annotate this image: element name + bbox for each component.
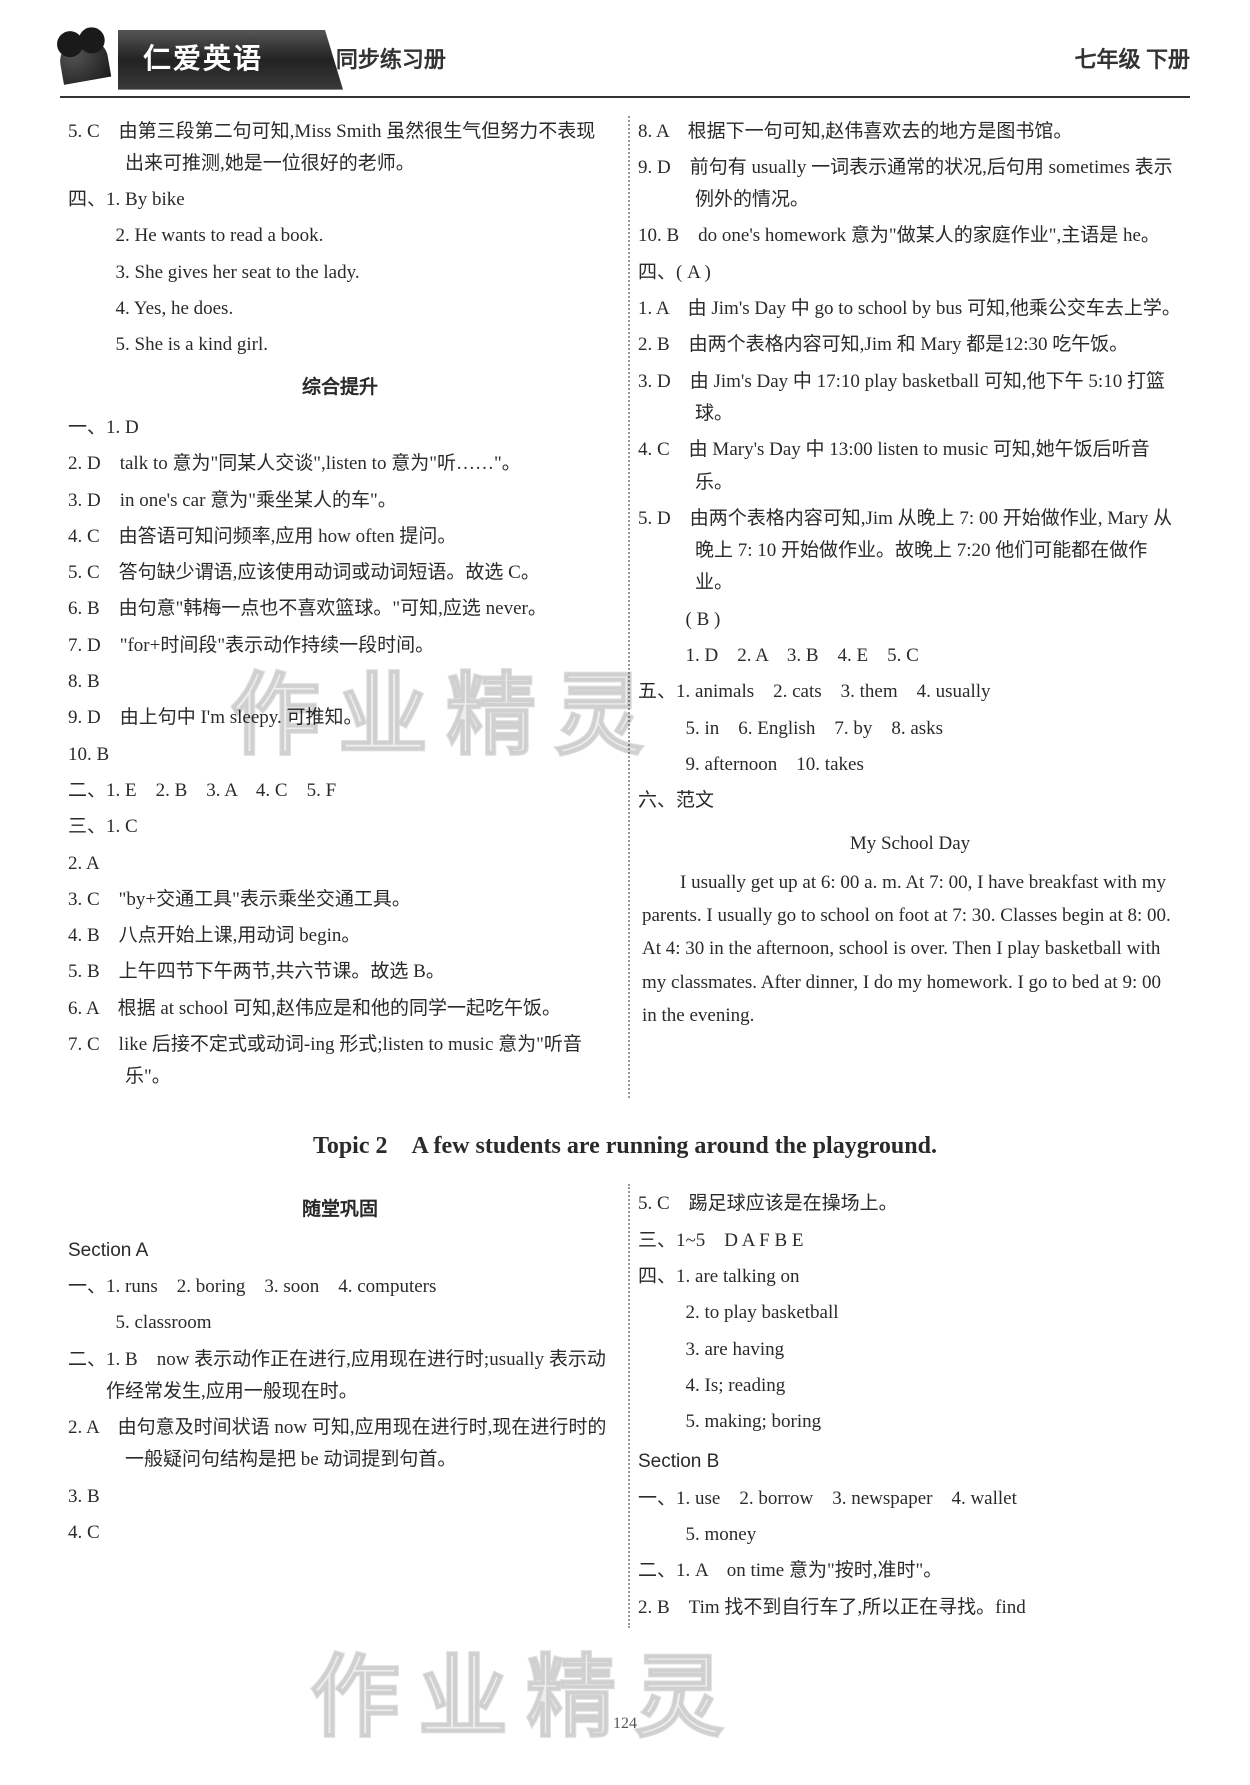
answer-item: 3. are having bbox=[638, 1334, 1182, 1366]
answer-item: 5. She is a kind girl. bbox=[68, 329, 612, 361]
answer-item: 4. C 由答语可知问频率,应用 how often 提问。 bbox=[68, 521, 612, 553]
sa-three: 三、1~5 D A F B E bbox=[638, 1225, 1182, 1257]
answer-item: 2. to play basketball bbox=[638, 1297, 1182, 1329]
sa-two-1: 二、1. B now 表示动作正在进行,应用现在进行时;usually 表示动作… bbox=[68, 1344, 612, 1409]
grade-label: 七年级 下册 bbox=[1074, 41, 1190, 78]
section-five-1: 五、1. animals 2. cats 3. them 4. usually bbox=[638, 676, 1182, 708]
answer-item: 5. D 由两个表格内容可知,Jim 从晚上 7: 00 开始做作业, Mary… bbox=[638, 503, 1182, 600]
answer-item: 2. A bbox=[68, 848, 612, 880]
section-b-label: ( B ) bbox=[638, 604, 1182, 636]
left-column: 5. C 由第三段第二句可知,Miss Smith 虽然很生气但努力不表现出来可… bbox=[60, 116, 620, 1098]
answer-item: 7. D "for+时间段"表示动作持续一段时间。 bbox=[68, 630, 612, 662]
section-one-1: 一、1. D bbox=[68, 412, 612, 444]
answer-item: 9. D 由上句中 I'm sleepy. 可推知。 bbox=[68, 702, 612, 734]
answer-item: 3. D 由 Jim's Day 中 17:10 play basketball… bbox=[638, 366, 1182, 431]
section-three-1: 三、1. C bbox=[68, 811, 612, 843]
answer-item: 5. B 上午四节下午两节,共六节课。故选 B。 bbox=[68, 956, 612, 988]
answer-item: 5. C 答句缺少谓语,应该使用动词或动词短语。故选 C。 bbox=[68, 557, 612, 589]
heart-logo-icon bbox=[57, 35, 112, 85]
answer-item: 5. C 由第三段第二句可知,Miss Smith 虽然很生气但努力不表现出来可… bbox=[68, 116, 612, 181]
answer-item: 3. She gives her seat to the lady. bbox=[68, 257, 612, 289]
section-six: 六、范文 bbox=[638, 785, 1182, 817]
answer-item: 10. B bbox=[68, 739, 612, 771]
book-subtitle: · 同步练习册 bbox=[323, 41, 446, 78]
answer-item: 1. A 由 Jim's Day 中 go to school by bus 可… bbox=[638, 293, 1182, 325]
header-left: 仁爱英语 · 同步练习册 bbox=[60, 30, 446, 90]
main-columns: 5. C 由第三段第二句可知,Miss Smith 虽然很生气但努力不表现出来可… bbox=[60, 116, 1190, 1098]
answer-item: 5. money bbox=[638, 1519, 1182, 1551]
bottom-left-column: 随堂巩固 Section A 一、1. runs 2. boring 3. so… bbox=[60, 1184, 620, 1628]
topic-2-heading: Topic 2 A few students are running aroun… bbox=[60, 1126, 1190, 1167]
page-header: 仁爱英语 · 同步练习册 七年级 下册 bbox=[60, 30, 1190, 98]
answer-item: 9. D 前句有 usually 一词表示通常的状况,后句用 sometimes… bbox=[638, 152, 1182, 217]
answer-item: 4. B 八点开始上课,用动词 begin。 bbox=[68, 920, 612, 952]
answer-item: 5. making; boring bbox=[638, 1406, 1182, 1438]
answer-item: 2. B 由两个表格内容可知,Jim 和 Mary 都是12:30 吃午饭。 bbox=[638, 329, 1182, 361]
section-four-a: 四、( A ) bbox=[638, 257, 1182, 289]
zonghe-heading: 综合提升 bbox=[68, 372, 612, 404]
answer-item: 5. C 踢足球应该是在操场上。 bbox=[638, 1188, 1182, 1220]
answer-item: 2. B Tim 找不到自行车了,所以正在寻找。find bbox=[638, 1592, 1182, 1624]
section-b-label: Section B bbox=[638, 1446, 1182, 1478]
section-two: 二、1. E 2. B 3. A 4. C 5. F bbox=[68, 775, 612, 807]
answer-item: 6. B 由句意"韩梅一点也不喜欢篮球。"可知,应选 never。 bbox=[68, 593, 612, 625]
section-four-1: 四、1. By bike bbox=[68, 184, 612, 216]
answer-item: 9. afternoon 10. takes bbox=[638, 749, 1182, 781]
answer-item: 8. A 根据下一句可知,赵伟喜欢去的地方是图书馆。 bbox=[638, 116, 1182, 148]
section-b-answers: 1. D 2. A 3. B 4. E 5. C bbox=[638, 640, 1182, 672]
bottom-columns: 随堂巩固 Section A 一、1. runs 2. boring 3. so… bbox=[60, 1184, 1190, 1628]
sb-two-1: 二、1. A on time 意为"按时,准时"。 bbox=[638, 1555, 1182, 1587]
answer-item: 3. C "by+交通工具"表示乘坐交通工具。 bbox=[68, 884, 612, 916]
bottom-right-column: 5. C 踢足球应该是在操场上。 三、1~5 D A F B E 四、1. ar… bbox=[628, 1184, 1190, 1628]
answer-item: 3. B bbox=[68, 1481, 612, 1513]
answer-item: 7. C like 后接不定式或动词-ing 形式;listen to musi… bbox=[68, 1029, 612, 1094]
answer-item: 2. A 由句意及时间状语 now 可知,应用现在进行时,现在进行时的一般疑问句… bbox=[68, 1412, 612, 1477]
sb-one-1: 一、1. use 2. borrow 3. newspaper 4. walle… bbox=[638, 1483, 1182, 1515]
answer-item: 4. C bbox=[68, 1517, 612, 1549]
suitang-heading: 随堂巩固 bbox=[68, 1194, 612, 1226]
answer-item: 5. in 6. English 7. by 8. asks bbox=[638, 713, 1182, 745]
answer-item: 2. D talk to 意为"同某人交谈",listen to 意为"听……"… bbox=[68, 448, 612, 480]
answer-item: 4. C 由 Mary's Day 中 13:00 listen to musi… bbox=[638, 434, 1182, 499]
answer-item: 10. B do one's homework 意为"做某人的家庭作业",主语是… bbox=[638, 220, 1182, 252]
answer-item: 6. A 根据 at school 可知,赵伟应是和他的同学一起吃午饭。 bbox=[68, 993, 612, 1025]
right-column: 8. A 根据下一句可知,赵伟喜欢去的地方是图书馆。 9. D 前句有 usua… bbox=[628, 116, 1190, 1098]
watermark-text: 作业精灵 bbox=[310, 1622, 742, 1775]
answer-item: 8. B bbox=[68, 666, 612, 698]
page-number: 124 bbox=[613, 1710, 637, 1737]
section-a-label: Section A bbox=[68, 1235, 612, 1267]
essay-body: I usually get up at 6: 00 a. m. At 7: 00… bbox=[638, 866, 1182, 1032]
book-title: 仁爱英语 bbox=[118, 30, 343, 90]
essay-title: My School Day bbox=[638, 828, 1182, 860]
answer-item: 4. Yes, he does. bbox=[68, 293, 612, 325]
answer-item: 2. He wants to read a book. bbox=[68, 220, 612, 252]
sa-four-1: 四、1. are talking on bbox=[638, 1261, 1182, 1293]
answer-item: 5. classroom bbox=[68, 1307, 612, 1339]
answer-item: 3. D in one's car 意为"乘坐某人的车"。 bbox=[68, 485, 612, 517]
answer-item: 4. Is; reading bbox=[638, 1370, 1182, 1402]
sa-one-1: 一、1. runs 2. boring 3. soon 4. computers bbox=[68, 1271, 612, 1303]
